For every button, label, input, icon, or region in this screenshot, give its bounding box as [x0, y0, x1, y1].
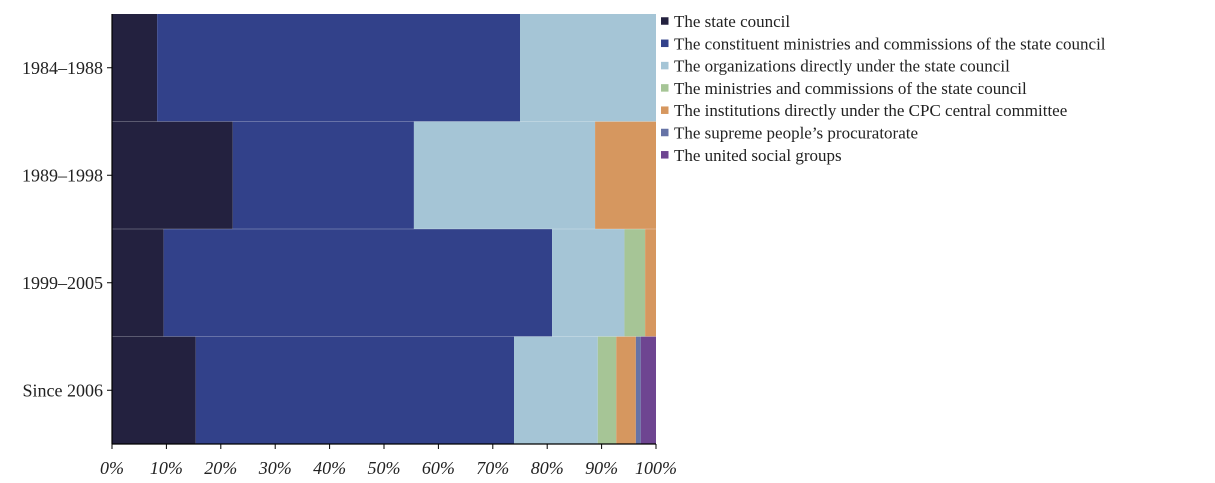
- legend-label-4: The ministries and commissions of the st…: [674, 79, 1027, 98]
- legend-label-1: The state council: [674, 12, 790, 31]
- axes-layer: 1984–1988 1989–1998 1999–2005 Since 2006 0% 1…: [22, 14, 677, 478]
- bar-segment-1984-1988-series-3: [520, 14, 656, 122]
- legend-swatch-7: [661, 151, 669, 159]
- x-tick-label-60: 60%: [422, 458, 455, 478]
- bar-segment-since-2006-series-2: [195, 336, 515, 444]
- x-tick-label-90: 90%: [585, 458, 618, 478]
- legend-swatch-4: [661, 84, 669, 92]
- x-tick-label-100: 100%: [635, 458, 677, 478]
- bar-segment-1989-1998-series-2: [232, 121, 414, 229]
- legend-swatch-2: [661, 39, 669, 48]
- legend-swatch-3: [661, 61, 669, 70]
- x-tick-label-0: 0%: [100, 458, 124, 478]
- bar-segment-1989-1998-series-1: [112, 121, 233, 229]
- category-label-since-2006: Since 2006: [23, 380, 104, 400]
- legend-swatch-1: [661, 17, 669, 25]
- bar-segment-1999-2005-series-4: [624, 229, 646, 337]
- bars-layer: [112, 14, 656, 444]
- bar-segment-1989-1998-series-5: [595, 121, 656, 229]
- x-tick-label-70: 70%: [476, 458, 509, 478]
- bar-segment-1984-1988-series-1: [112, 14, 158, 122]
- x-tick-label-20: 20%: [204, 458, 237, 478]
- bar-segment-1999-2005-series-2: [163, 229, 553, 337]
- legend-label-6: The supreme people’s procuratorate: [674, 124, 918, 143]
- bar-segment-since-2006-series-5: [616, 336, 636, 444]
- bar-segment-1999-2005-series-3: [552, 229, 625, 337]
- legend-label-7: The united social groups: [674, 146, 842, 165]
- legend: The state council The constituent ministr…: [661, 12, 1106, 165]
- category-label-1984-1988: 1984–1988: [22, 58, 103, 78]
- bar-segment-1989-1998-series-3: [413, 121, 596, 229]
- x-tick-label-80: 80%: [531, 458, 564, 478]
- bar-segment-since-2006-series-7: [640, 336, 656, 444]
- legend-label-2: The constituent ministries and commissio…: [674, 34, 1106, 53]
- category-label-1989-1998: 1989–1998: [22, 165, 103, 185]
- bar-segment-since-2006-series-1: [112, 336, 196, 444]
- legend-label-5: The institutions directly under the CPC …: [674, 101, 1067, 120]
- legend-swatch-6: [661, 128, 669, 137]
- bar-segment-1999-2005-series-5: [645, 229, 656, 337]
- x-tick-label-50: 50%: [368, 458, 401, 478]
- bar-segment-since-2006-series-6: [635, 336, 641, 444]
- bar-segment-since-2006-series-4: [597, 336, 617, 444]
- x-tick-label-30: 30%: [258, 458, 292, 478]
- category-label-1999-2005: 1999–2005: [22, 273, 103, 293]
- bar-segment-since-2006-series-3: [514, 336, 598, 444]
- legend-label-3: The organizations directly under the sta…: [674, 57, 1010, 76]
- x-tick-label-40: 40%: [313, 458, 346, 478]
- bar-segment-1984-1988-series-2: [157, 14, 521, 122]
- bar-segment-1999-2005-series-1: [112, 229, 164, 337]
- x-tick-label-10: 10%: [150, 458, 183, 478]
- legend-swatch-5: [661, 106, 669, 114]
